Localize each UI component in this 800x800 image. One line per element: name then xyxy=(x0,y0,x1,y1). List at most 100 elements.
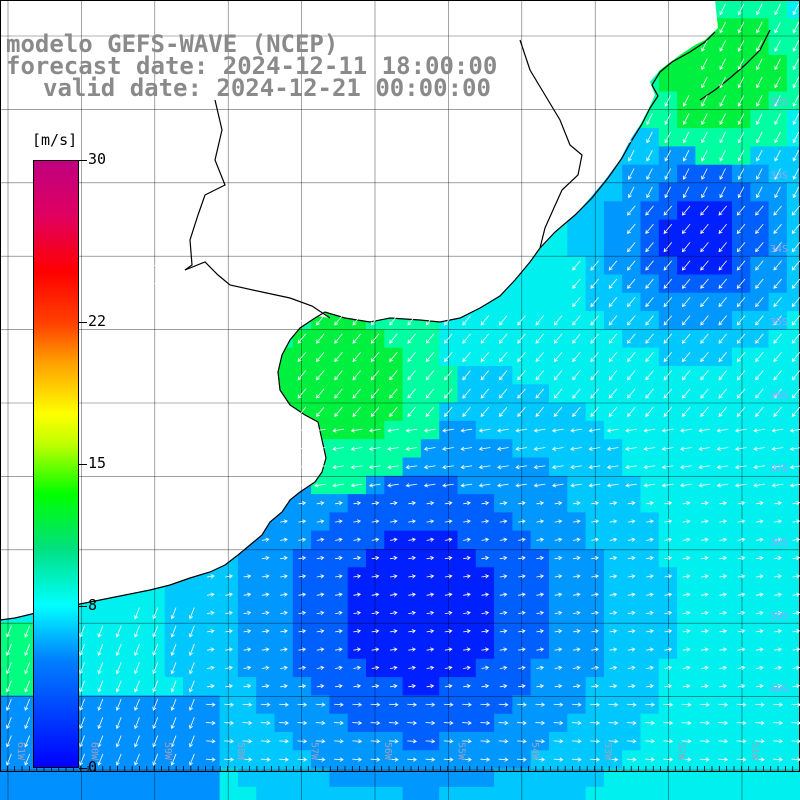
wind-arrow xyxy=(664,555,673,561)
wind-arrow xyxy=(643,464,656,470)
wind-arrow xyxy=(773,205,782,216)
wind-arrow xyxy=(407,702,418,707)
wind-speed-cell xyxy=(732,164,751,184)
wind-arrow xyxy=(661,483,674,488)
wind-arrow xyxy=(280,592,288,597)
wind-arrow xyxy=(645,315,654,326)
wind-arrow xyxy=(773,260,782,271)
wind-arrow xyxy=(682,665,691,670)
wind-arrow xyxy=(736,223,746,234)
wind-arrow xyxy=(791,406,800,417)
wind-arrow xyxy=(572,260,581,271)
wind-arrow xyxy=(737,592,746,597)
wind-arrow xyxy=(755,205,764,216)
wind-speed-cell xyxy=(640,146,660,166)
wind-arrow xyxy=(152,735,159,748)
wind-arrow xyxy=(754,720,765,726)
wind-arrow xyxy=(661,446,674,451)
wind-arrow xyxy=(518,574,526,579)
wind-speed-cell xyxy=(786,713,800,733)
wind-arrow xyxy=(756,40,763,52)
wind-arrow xyxy=(755,629,764,634)
wind-arrow xyxy=(792,168,800,180)
wind-arrow xyxy=(609,647,618,652)
wind-arrow xyxy=(774,131,781,144)
wind-speed-cell xyxy=(695,201,715,221)
wind-speed-cell xyxy=(786,91,800,111)
wind-speed-cell xyxy=(732,311,751,330)
wind-arrow xyxy=(737,519,746,524)
wind-arrow xyxy=(134,643,140,656)
wind-speed-cell xyxy=(732,219,751,239)
wind-arrow xyxy=(408,592,416,597)
wind-arrow xyxy=(551,428,564,433)
wind-arrow xyxy=(515,483,528,488)
wind-arrow xyxy=(297,720,308,726)
wind-speed-cell xyxy=(347,384,367,404)
wind-speed-cell xyxy=(549,237,568,257)
wind-arrow xyxy=(535,757,546,762)
wind-arrow xyxy=(791,739,800,744)
wind-speed-cell xyxy=(347,402,367,422)
wind-arrow xyxy=(536,574,545,579)
wind-arrow xyxy=(408,665,416,670)
wind-arrow xyxy=(754,739,765,744)
colorbar-tick-mark xyxy=(79,768,87,769)
wind-arrow xyxy=(719,3,726,16)
wind-arrow xyxy=(242,757,253,762)
wind-arrow xyxy=(499,501,508,506)
wind-arrow xyxy=(736,242,746,253)
wind-speed-cell xyxy=(494,366,513,385)
wind-speed-cell xyxy=(732,54,751,74)
wind-arrow xyxy=(152,643,159,656)
wind-arrow xyxy=(298,665,307,670)
wind-arrow xyxy=(371,574,380,579)
wind-arrow xyxy=(261,574,270,579)
wind-arrow xyxy=(791,351,800,363)
wind-arrow xyxy=(167,281,180,287)
wind-arrow xyxy=(792,40,800,52)
wind-speed-cell xyxy=(732,347,751,367)
wind-arrow xyxy=(370,370,380,381)
wind-arrow xyxy=(737,21,745,34)
wind-speed-cell xyxy=(530,274,550,294)
wind-arrow xyxy=(700,739,710,744)
wind-arrow xyxy=(682,131,690,144)
wind-arrow xyxy=(462,370,471,381)
wind-arrow xyxy=(663,370,673,381)
colorbar-tick-mark xyxy=(79,322,87,324)
wind-speed-cell xyxy=(677,164,696,184)
wind-arrow xyxy=(518,665,526,670)
wind-speed-cell xyxy=(713,54,733,74)
colorbar-tick-label: 0 xyxy=(88,758,98,776)
wind-arrow xyxy=(370,739,381,744)
wind-arrow xyxy=(646,665,654,670)
wind-arrow xyxy=(571,757,582,762)
wind-speed-cell xyxy=(786,786,800,800)
wind-arrow xyxy=(260,702,271,707)
wind-speed-cell xyxy=(622,292,642,312)
wind-speed-cell xyxy=(695,54,715,74)
wind-arrow xyxy=(734,483,747,488)
wind-arrow xyxy=(134,607,140,620)
wind-speed-cell xyxy=(786,274,800,294)
wind-arrow xyxy=(152,680,159,693)
wind-arrow xyxy=(388,739,399,744)
wind-speed-cell xyxy=(640,219,660,239)
wind-speed-cell xyxy=(786,183,800,202)
wind-arrow xyxy=(627,629,636,634)
wind-arrow xyxy=(756,76,763,89)
wind-speed-cell xyxy=(677,274,696,294)
wind-arrow xyxy=(389,610,398,616)
wind-arrow xyxy=(646,501,654,506)
wind-arrow xyxy=(480,333,490,344)
wind-speed-cell xyxy=(36,786,56,800)
wind-arrow xyxy=(645,406,654,417)
wind-speed-cell xyxy=(713,786,733,800)
wind-arrow xyxy=(371,501,380,506)
wind-arrow xyxy=(553,702,564,707)
wind-arrow xyxy=(517,702,527,707)
wind-arrow xyxy=(425,757,436,762)
wind-arrow xyxy=(242,739,253,744)
